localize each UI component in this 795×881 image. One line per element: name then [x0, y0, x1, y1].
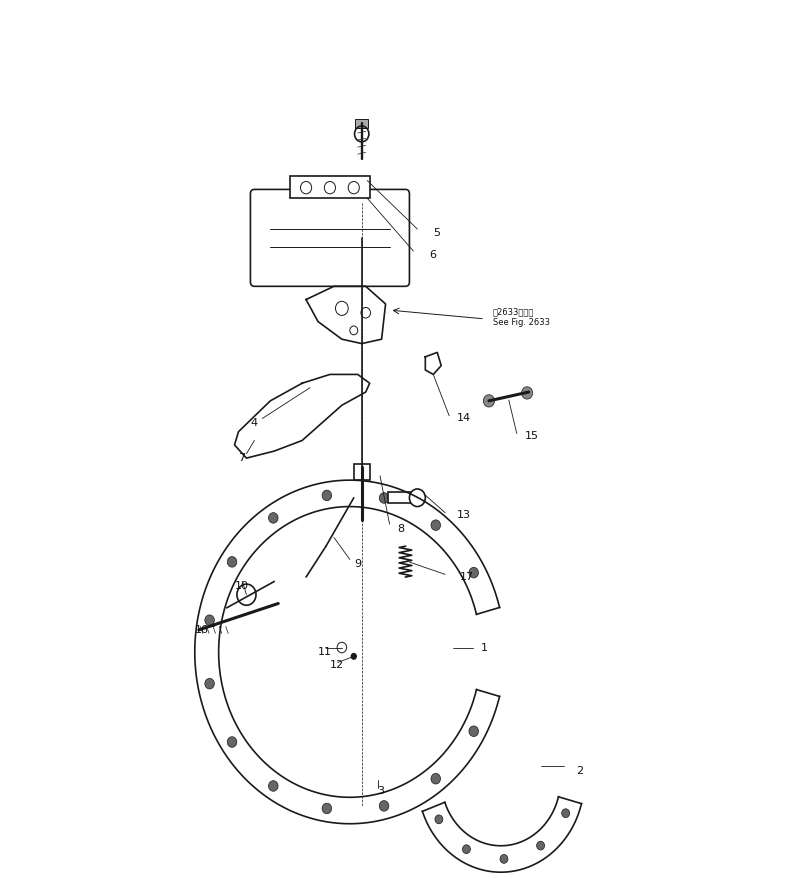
Bar [388, 492, 420, 503]
Circle shape [469, 567, 479, 578]
Text: 11: 11 [318, 647, 332, 657]
Circle shape [483, 395, 494, 407]
Text: 16: 16 [195, 625, 209, 635]
Bar [355, 119, 368, 128]
FancyBboxPatch shape [250, 189, 409, 286]
Circle shape [522, 387, 533, 399]
Text: 4: 4 [250, 418, 258, 428]
Circle shape [351, 653, 357, 660]
Circle shape [269, 513, 278, 523]
Circle shape [431, 774, 440, 784]
Circle shape [409, 489, 425, 507]
Circle shape [205, 678, 215, 689]
Text: 10: 10 [235, 581, 249, 591]
Circle shape [537, 841, 545, 850]
Text: 第2633图参照
See Fig. 2633: 第2633图参照 See Fig. 2633 [493, 307, 550, 327]
Text: 17: 17 [460, 572, 474, 582]
Circle shape [500, 855, 508, 863]
Circle shape [269, 781, 278, 791]
Circle shape [379, 801, 389, 811]
Circle shape [562, 809, 570, 818]
Text: 8: 8 [398, 523, 405, 534]
Circle shape [227, 557, 237, 567]
Circle shape [469, 726, 479, 737]
Circle shape [379, 492, 389, 503]
Bar [354, 464, 370, 480]
Circle shape [227, 737, 237, 747]
Text: 14: 14 [457, 413, 471, 424]
Circle shape [463, 845, 471, 854]
Text: 12: 12 [330, 660, 344, 670]
Text: 6: 6 [429, 250, 436, 261]
Text: 1: 1 [481, 642, 488, 653]
Circle shape [435, 815, 443, 824]
Circle shape [431, 520, 440, 530]
Text: 3: 3 [378, 786, 385, 796]
Text: 5: 5 [433, 228, 440, 239]
Circle shape [322, 490, 332, 500]
Bar [290, 176, 370, 198]
Circle shape [205, 615, 215, 626]
Text: 13: 13 [457, 510, 471, 521]
Text: 7: 7 [238, 453, 246, 463]
Text: 2: 2 [576, 766, 584, 776]
Text: 15: 15 [525, 431, 539, 441]
Circle shape [237, 584, 256, 605]
Circle shape [322, 803, 332, 814]
Text: 9: 9 [354, 559, 361, 569]
